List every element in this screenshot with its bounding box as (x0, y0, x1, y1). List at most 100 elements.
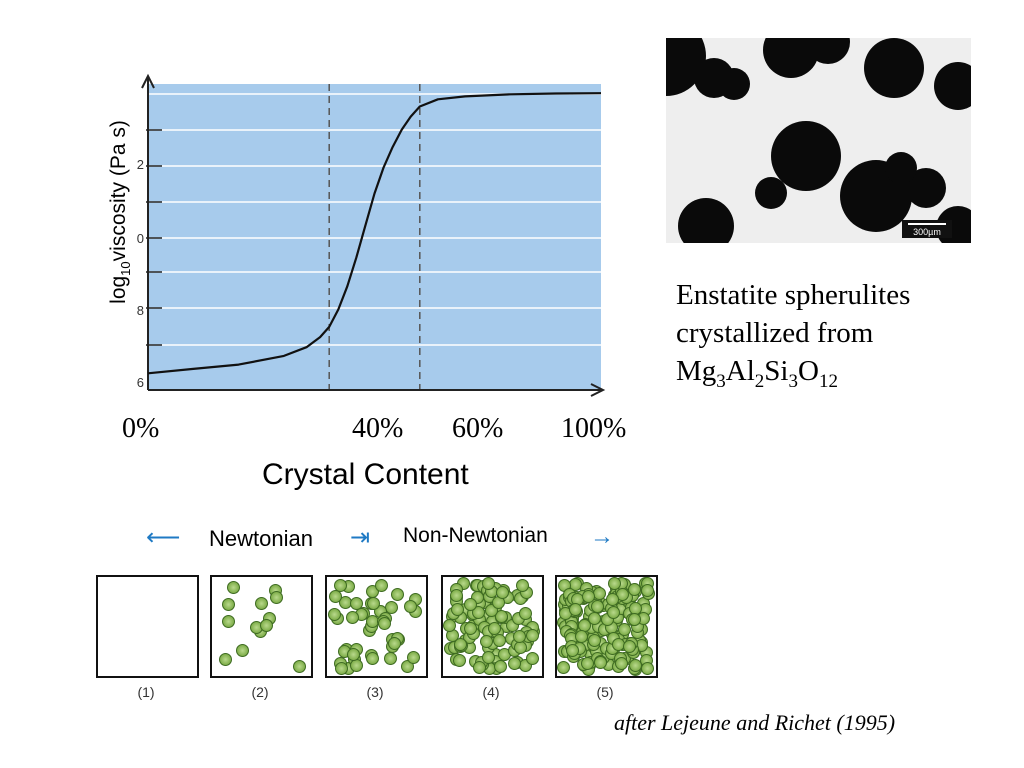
crystal-sphere-icon (221, 597, 235, 611)
y-tick-label: 6 (137, 375, 144, 390)
crystal-sphere-icon (387, 637, 401, 650)
crystal-sphere-icon (292, 660, 306, 674)
crystal-sphere-icon (334, 662, 348, 676)
crystal-sphere-icon (383, 651, 397, 665)
crystal-sphere-icon (481, 651, 495, 665)
crystal-sphere-icon (565, 643, 579, 657)
formula-subscript: 3 (716, 370, 726, 392)
spherulite-photo: 300µm (666, 38, 971, 243)
crystal-sphere-icon (464, 597, 478, 611)
crystal-sphere-icon (617, 623, 631, 637)
newtonian-label: Newtonian (209, 526, 313, 551)
formula-subscript: 2 (754, 370, 765, 392)
crystal-sphere-icon (640, 584, 654, 598)
viscosity-curve (147, 92, 602, 375)
crystal-panel (441, 575, 544, 678)
crystal-sphere-icon (605, 592, 619, 606)
crystal-sphere-icon (463, 621, 477, 635)
crystal-sphere-icon (472, 661, 486, 675)
crystal-sphere-icon (222, 615, 236, 629)
crystal-sphere-icon (580, 657, 594, 670)
crystal-sphere-icon (623, 640, 637, 654)
crystal-sphere-icon (507, 656, 521, 670)
panel-label: (1) (137, 684, 155, 700)
crystal-sphere-icon (587, 633, 601, 647)
crystal-sphere-icon (327, 607, 341, 621)
panel-label: (3) (366, 684, 384, 700)
crystal-sphere-icon (453, 654, 467, 668)
crystal-sphere-icon (514, 640, 528, 654)
crystal-sphere-icon (627, 613, 641, 627)
crystal-sphere-icon (607, 577, 621, 591)
caption-line-2: crystallized from (676, 317, 874, 349)
x-tick-100: 100% (561, 413, 627, 444)
crystal-sphere-icon (593, 656, 607, 670)
plot-area (148, 84, 601, 390)
crystal-sphere-icon (516, 579, 530, 593)
crystal-sphere-icon (496, 585, 510, 599)
y-tick-label: 8 (137, 303, 144, 318)
crystal-sphere-icon (615, 656, 629, 670)
crystal-sphere-icon (404, 599, 418, 613)
crystal-panel (210, 575, 313, 678)
crystal-sphere-icon (377, 617, 391, 631)
crystal-sphere-icon (450, 589, 464, 603)
crystal-sphere-icon (569, 602, 583, 616)
x-tick-40: 40% (352, 413, 404, 444)
crystal-sphere-icon (480, 634, 494, 648)
crystal-sphere-icon (346, 648, 360, 662)
crystal-sphere-icon (269, 590, 283, 604)
crystal-sphere-icon (525, 652, 539, 666)
crystal-sphere-icon (329, 590, 343, 604)
crystal-sphere-icon (366, 652, 380, 666)
crystal-sphere-icon (443, 618, 456, 632)
crystal-sphere-icon (345, 610, 359, 624)
y-axis-arrow-icon (141, 73, 155, 89)
crystal-sphere-icon (254, 597, 268, 611)
crystal-sphere-icon (482, 577, 496, 591)
crystal-sphere-icon (260, 618, 274, 632)
formula-element: Al (725, 355, 755, 387)
formula-subscript: 12 (818, 370, 838, 392)
arrow-right-icon: → (590, 523, 614, 550)
crystal-sphere-icon (227, 581, 241, 595)
crystal-sphere-icon (334, 578, 348, 592)
non-newtonian-label: Non-Newtonian (403, 524, 548, 547)
formula-element: O (797, 355, 819, 387)
crystal-sphere-icon (450, 603, 464, 617)
crystal-sphere-icon (374, 579, 388, 593)
crystal-sphere-icon (349, 659, 363, 673)
formula-element: Si (764, 355, 789, 387)
crystal-sphere-icon (495, 610, 509, 624)
arrows-meet-icon: ⇥ (350, 524, 371, 551)
panel-label: (4) (482, 684, 500, 700)
crystal-sphere-icon (390, 588, 404, 602)
y-tick-label: 2 (137, 157, 144, 172)
crystal-panel (325, 575, 428, 678)
crystal-sphere-icon (557, 661, 571, 675)
crystal-sphere-icon (525, 629, 539, 643)
x-axis-label: Crystal Content (262, 458, 469, 491)
crystal-panel (96, 575, 199, 678)
x-tick-0: 0% (122, 413, 160, 444)
crystal-sphere-icon (454, 637, 468, 651)
caption-line-1: Enstatite spherulites (676, 279, 911, 311)
formula-element: Mg (676, 355, 717, 387)
crystal-sphere-icon (406, 650, 420, 664)
crystal-sphere-icon (628, 582, 642, 596)
formula-subscript: 3 (788, 370, 798, 392)
crystal-sphere-icon (493, 659, 507, 673)
panel-label: (2) (251, 684, 269, 700)
crystal-sphere-icon (593, 586, 607, 600)
crystal-sphere-icon (513, 629, 527, 643)
arrow-left-icon: ⟵ (146, 524, 181, 551)
source-credit: after Lejeune and Richet (1995) (614, 710, 896, 735)
photo-caption: Enstatite spherulites crystallized from … (676, 276, 910, 401)
crystal-sphere-icon (641, 661, 655, 675)
crystal-sphere-icon (606, 606, 620, 620)
caption-formula: Mg3Al2Si3O12 (676, 352, 910, 401)
crystal-sphere-icon (519, 606, 533, 620)
crystal-sphere-icon (582, 590, 596, 604)
x-axis-arrow-icon (590, 383, 606, 397)
crystal-sphere-icon (367, 597, 381, 611)
